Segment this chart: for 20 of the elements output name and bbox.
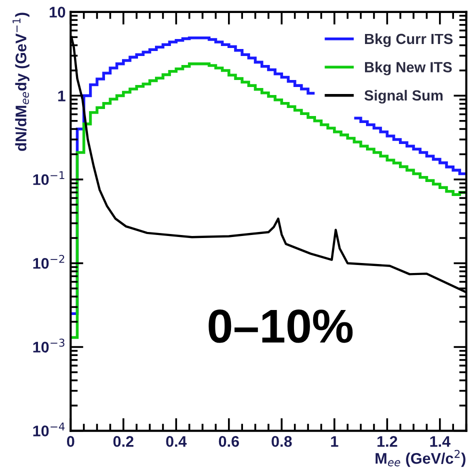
y-tick-label: 1	[58, 90, 66, 102]
x-axis-title: M$_{ee}$ (GeV/c$^{2}$)	[376, 450, 466, 467]
y-axis-title: dN/dM$_{ee}$dy (GeV$^{−1}$)	[12, 12, 30, 151]
y-tick-label: 10$^{−3}$	[33, 338, 64, 353]
x-tick-label: 1	[331, 436, 338, 447]
legend-label: Bkg Curr ITS	[365, 33, 453, 48]
legend-label: Signal Sum	[364, 90, 443, 104]
legend-label: Bkg New ITS	[365, 62, 452, 76]
y-tick-label: 10$^{−2}$	[33, 254, 64, 269]
x-tick-label: 1.4	[430, 436, 450, 447]
x-tick-label: 0	[67, 436, 74, 447]
y-tick-label: 10$^{−4}$	[33, 422, 65, 436]
x-tick-label: 1.2	[378, 436, 398, 447]
x-tick-label: 0.2	[113, 436, 134, 447]
annotation: 0–10%	[208, 309, 353, 343]
y-tick-label: 10$^{−1}$	[33, 171, 64, 186]
x-tick-label: 0.8	[272, 436, 292, 447]
y-tick-label: 10	[50, 6, 66, 18]
x-tick-label: 0.6	[218, 436, 239, 447]
x-tick-label: 0.4	[166, 436, 187, 447]
